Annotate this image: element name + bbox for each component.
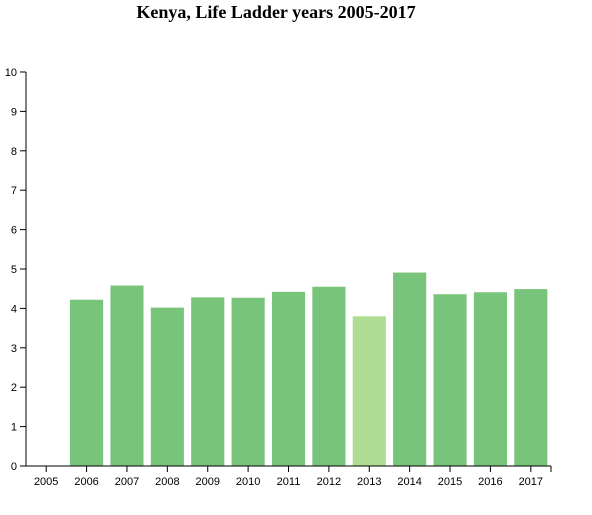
y-tick-label: 1 — [11, 422, 17, 434]
y-axis: 0 1 2 3 4 5 6 7 8 9 10 — [5, 67, 27, 473]
y-tick-label: 9 — [11, 106, 17, 118]
x-tick-label-2005: 2005 — [34, 476, 58, 488]
x-tick-label-2009: 2009 — [195, 476, 219, 488]
y-tick-label: 4 — [11, 303, 17, 315]
bar-2017 — [514, 289, 548, 466]
y-tick-label: 3 — [11, 343, 17, 355]
bar-2011 — [271, 291, 306, 466]
bars-group — [70, 272, 548, 466]
bar-2006 — [70, 299, 104, 466]
x-tick-label-2010: 2010 — [236, 476, 260, 488]
bar-2013 — [352, 316, 386, 466]
x-tick-label-2007: 2007 — [115, 476, 139, 488]
bar-2009 — [191, 297, 225, 466]
bar-2007 — [110, 285, 144, 466]
y-tick-label: 2 — [11, 382, 17, 394]
bar-2014 — [393, 272, 427, 466]
bar-2008 — [150, 307, 184, 466]
x-tick-label-2014: 2014 — [397, 476, 421, 488]
x-tick-label-2011: 2011 — [277, 476, 301, 488]
y-tick-label: 10 — [5, 67, 17, 79]
y-tick-label: 7 — [11, 185, 17, 197]
x-tick-label-2006: 2006 — [74, 476, 98, 488]
x-tick-label-2013: 2013 — [357, 476, 381, 488]
x-tick-label-2017: 2017 — [519, 476, 543, 488]
bar-2016 — [473, 292, 507, 466]
bar-2010 — [231, 297, 265, 466]
x-axis: 2005 2006 2007 2008 2009 2010 2011 2012 2013 2014… — [22, 465, 552, 488]
x-tick-label-2016: 2016 — [478, 476, 502, 488]
y-tick-label: 5 — [11, 264, 17, 276]
chart-title: Kenya, Life Ladder years 2005-2017 — [136, 2, 416, 22]
bar-2012 — [312, 286, 346, 466]
y-tick-label: 8 — [11, 146, 17, 158]
x-tick-label-2008: 2008 — [155, 476, 179, 488]
bar-2015 — [433, 294, 467, 466]
x-tick-label-2012: 2012 — [317, 476, 341, 488]
y-tick-label: 0 — [11, 461, 17, 473]
x-tick-label-2015: 2015 — [438, 476, 462, 488]
y-tick-label: 6 — [11, 225, 17, 237]
